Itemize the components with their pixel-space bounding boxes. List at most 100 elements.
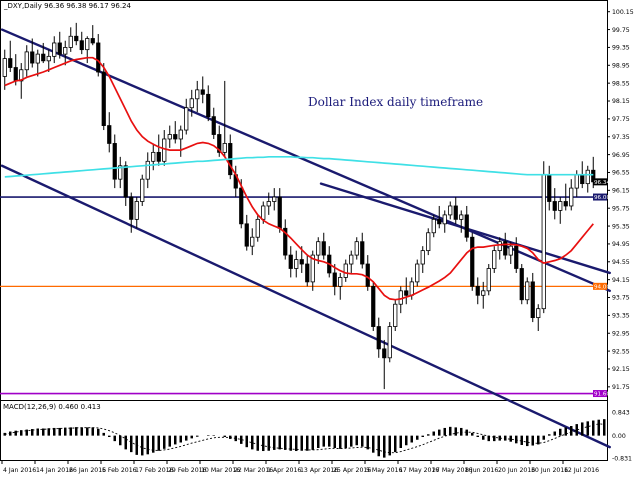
candle-body: [316, 241, 321, 256]
candle-body: [90, 38, 95, 44]
price-tick-label: 97.75: [612, 116, 630, 123]
candle: [349, 250, 354, 273]
macd-tick-label: 0.843: [612, 410, 630, 417]
candle: [250, 228, 255, 256]
macd-tick-label: -0.831: [612, 456, 632, 463]
candle-body: [145, 160, 150, 180]
candle: [222, 80, 227, 157]
candle-body: [96, 42, 101, 73]
price-tick-label: 92.95: [612, 330, 630, 337]
candle: [57, 31, 62, 59]
candle-body: [547, 174, 552, 202]
candle: [2, 49, 7, 90]
candle-body: [371, 285, 376, 327]
time-tick-label: 4 Jan 2016: [3, 467, 36, 474]
candle: [530, 272, 535, 323]
candle-body: [492, 250, 497, 269]
candle: [552, 188, 557, 220]
candle: [503, 232, 508, 260]
candle-body: [398, 290, 403, 305]
candle-body: [415, 263, 420, 283]
candle-body: [255, 218, 260, 238]
candle: [228, 134, 233, 180]
candle: [74, 22, 79, 46]
time-tick-label: 1 Apr 2016: [267, 467, 301, 474]
candle: [470, 232, 475, 291]
candle: [266, 192, 271, 215]
candle-body: [503, 241, 508, 256]
candle: [90, 25, 95, 46]
time-tick-label: 27 May 2016: [432, 467, 472, 474]
candle-body: [68, 35, 73, 48]
candle-body: [343, 263, 348, 278]
price-tag-bg: [593, 282, 607, 290]
candle: [63, 40, 68, 66]
candle: [354, 237, 359, 260]
candle: [189, 89, 194, 117]
candle-body: [217, 134, 222, 153]
candle-body: [41, 53, 46, 62]
candle: [35, 49, 40, 77]
candle-body: [239, 187, 244, 225]
candle-body: [101, 71, 106, 126]
candle-body: [112, 143, 117, 180]
candle: [305, 255, 310, 287]
candle-body: [35, 53, 40, 64]
candle: [288, 246, 293, 278]
candle-body: [453, 205, 458, 220]
time-tick-label: 26 Jan 2016: [69, 467, 106, 474]
candle: [277, 188, 282, 233]
candle: [68, 27, 73, 52]
candle: [453, 197, 458, 224]
price-tick-label: 98.15: [612, 98, 630, 105]
price-tick-label: 95.35: [612, 223, 630, 230]
candle: [492, 246, 497, 273]
candle-body: [118, 165, 123, 180]
horizontal-levels: [0, 196, 607, 395]
candle-body: [74, 35, 79, 42]
candle: [321, 232, 326, 260]
candle-body: [79, 40, 84, 51]
candle-body: [85, 38, 90, 51]
candle-body: [321, 241, 326, 256]
candle-body: [574, 174, 579, 189]
candle: [79, 31, 84, 55]
candle: [310, 250, 315, 291]
candle-body: [310, 254, 315, 283]
candle: [327, 246, 332, 278]
candle-body: [13, 67, 18, 82]
price-tag-bg: [593, 193, 607, 201]
candle: [283, 219, 288, 260]
candle: [145, 152, 150, 189]
candle-body: [261, 205, 266, 220]
macd-tick-label: 0.00: [612, 433, 626, 440]
time-tick-label: 14 Jan 2016: [36, 467, 73, 474]
candle: [200, 76, 205, 104]
time-tick-label: 10 Mar 2016: [201, 467, 240, 474]
candle: [206, 85, 211, 122]
candle: [332, 264, 337, 296]
candle-body: [365, 263, 370, 287]
candle-body: [563, 201, 568, 207]
candle-body: [283, 227, 288, 256]
candle: [167, 125, 172, 148]
price-tick-label: 93.75: [612, 295, 630, 302]
candle: [30, 38, 35, 68]
candle-body: [272, 196, 277, 202]
candle: [563, 183, 568, 211]
candle-body: [184, 107, 189, 131]
candle-body: [222, 143, 227, 153]
candle-body: [167, 134, 172, 140]
candle: [519, 264, 524, 305]
candle: [123, 161, 128, 206]
candle-body: [294, 259, 299, 269]
candle: [178, 125, 183, 157]
candle-body: [558, 201, 563, 211]
time-tick-label: 5 May 2016: [366, 467, 402, 474]
candle: [140, 174, 145, 206]
candle-body: [52, 42, 57, 57]
candle-body: [338, 277, 343, 287]
candle-body: [288, 254, 293, 269]
